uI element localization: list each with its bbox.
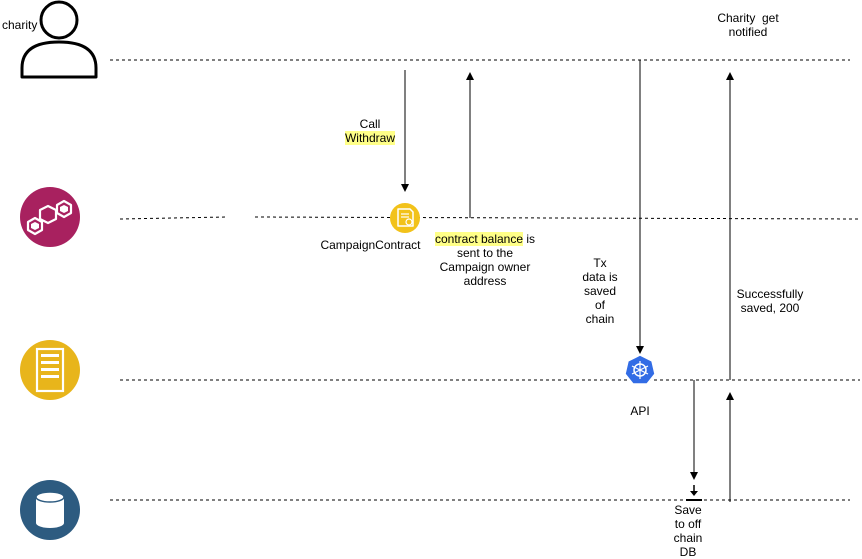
balance-line2: sent to the (456, 246, 514, 260)
blockchain-lifeline-left (119, 216, 227, 220)
blockchain-lifeline-right (254, 216, 859, 220)
contract-balance-highlight: contract balance (434, 232, 524, 246)
kubernetes-helm-icon[interactable] (624, 354, 656, 385)
balance-line3: Campaign owner (439, 260, 531, 274)
save-line-0: Save (674, 503, 702, 517)
tx-line-4: chain (585, 312, 615, 326)
tx-line-1: data is (582, 270, 618, 284)
database-icon (20, 480, 80, 540)
tx-line-2: saved (583, 284, 617, 298)
save-db-label: Save to off chain DB (663, 503, 713, 559)
database-write-icon (686, 485, 702, 501)
tx-saved-label: Tx data is saved of chain (570, 256, 630, 326)
blockchain-cubes-icon (20, 187, 80, 247)
save-line-3: DB (679, 545, 697, 559)
notified-line1: Charity get (717, 11, 779, 25)
successfully-saved-label: Successfully saved, 200 (725, 287, 815, 315)
notified-line2: notified (728, 25, 768, 39)
server-icon (20, 340, 80, 400)
save-line-2: chain (673, 531, 703, 545)
success-line1: Successfully (736, 287, 804, 301)
tx-line-3: of (594, 298, 605, 312)
smart-contract-icon[interactable] (390, 203, 420, 233)
charity-label: charity (2, 18, 38, 32)
save-line-1: to off (674, 517, 702, 531)
tx-line-0: Tx (593, 256, 607, 270)
call-label-line1: Call (359, 117, 381, 131)
person-outline-icon (20, 0, 98, 79)
api-label: API (630, 404, 650, 418)
contract-balance-label: contract balance is sent to the Campaign… (420, 232, 550, 288)
success-line2: saved, 200 (740, 301, 800, 315)
balance-is-text: is (523, 232, 536, 246)
withdraw-highlight: Withdraw (344, 131, 395, 145)
call-withdraw-label: Call Withdraw (335, 117, 405, 145)
campaign-contract-label: CampaignContract (320, 238, 421, 252)
charity-notified-label: Charity get notified (703, 11, 793, 39)
balance-line4: address (463, 274, 507, 288)
